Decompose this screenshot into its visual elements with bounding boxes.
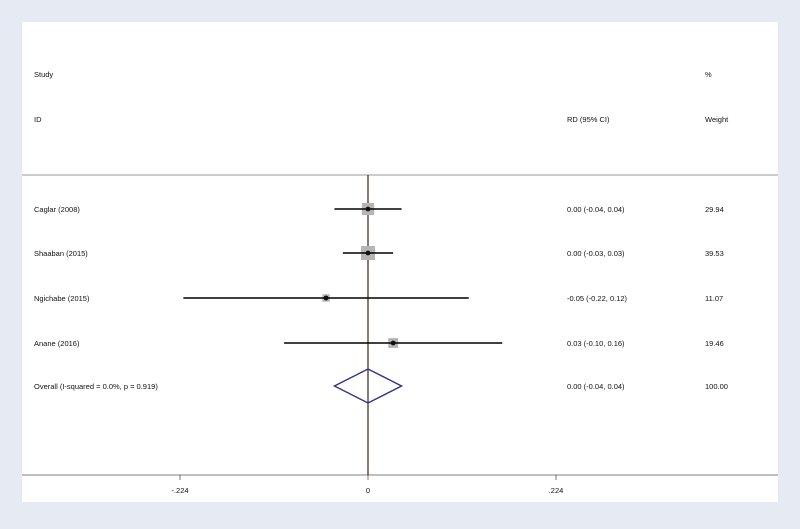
study-label: Caglar (2008) bbox=[34, 205, 80, 214]
weight-header: Weight bbox=[705, 115, 729, 124]
ci-text: 0.03 (-0.10, 0.16) bbox=[567, 339, 625, 348]
study-label: Ngichabe (2015) bbox=[34, 294, 90, 303]
point-estimate bbox=[323, 295, 329, 301]
study-row: Anane (2016) 0.03 (-0.10, 0.16) 19.46 bbox=[34, 338, 724, 348]
x-tick-label: 0 bbox=[366, 486, 370, 495]
study-row: Shaaban (2015) 0.00 (-0.03, 0.03) 39.53 bbox=[34, 246, 724, 260]
effect-header: RD (95% CI) bbox=[567, 115, 610, 124]
weight-text: 19.46 bbox=[705, 339, 724, 348]
plot-background bbox=[22, 22, 778, 502]
studies-layer: Caglar (2008) 0.00 (-0.04, 0.04) 29.94 Shaa… bbox=[34, 202, 724, 348]
weight-text: 29.94 bbox=[705, 205, 724, 214]
point-estimate bbox=[390, 340, 396, 346]
overall-diamond bbox=[332, 368, 404, 404]
ci-text: 0.00 (-0.04, 0.04) bbox=[567, 205, 625, 214]
weight-text: 39.53 bbox=[705, 249, 724, 258]
point-estimate bbox=[365, 206, 371, 212]
overall-ci-text: 0.00 (-0.04, 0.04) bbox=[567, 382, 625, 391]
percent-header: % bbox=[705, 70, 712, 79]
study-label: Shaaban (2015) bbox=[34, 249, 88, 258]
overall-label: Overall (I-squared = 0.0%, p = 0.919) bbox=[34, 382, 158, 391]
forest-plot: Study ID RD (95% CI) % Weight Caglar (20… bbox=[22, 22, 778, 502]
id-header: ID bbox=[34, 115, 42, 124]
overall-layer: Overall (I-squared = 0.0%, p = 0.919) 0.0… bbox=[34, 368, 728, 404]
study-row: Ngichabe (2015) -0.05 (-0.22, 0.12) 11.07 bbox=[34, 294, 723, 303]
ci-text: -0.05 (-0.22, 0.12) bbox=[567, 294, 628, 303]
x-tick-label: -.224 bbox=[171, 486, 188, 495]
point-estimate bbox=[365, 250, 371, 256]
overall-weight-text: 100.00 bbox=[705, 382, 728, 391]
weight-text: 11.07 bbox=[705, 294, 723, 303]
ci-text: 0.00 (-0.03, 0.03) bbox=[567, 249, 625, 258]
x-tick-label: .224 bbox=[549, 486, 564, 495]
study-row: Caglar (2008) 0.00 (-0.04, 0.04) 29.94 bbox=[34, 202, 724, 216]
study-label: Anane (2016) bbox=[34, 339, 80, 348]
study-header: Study bbox=[34, 70, 53, 79]
x-axis: -.224 0 .224 bbox=[171, 475, 563, 495]
